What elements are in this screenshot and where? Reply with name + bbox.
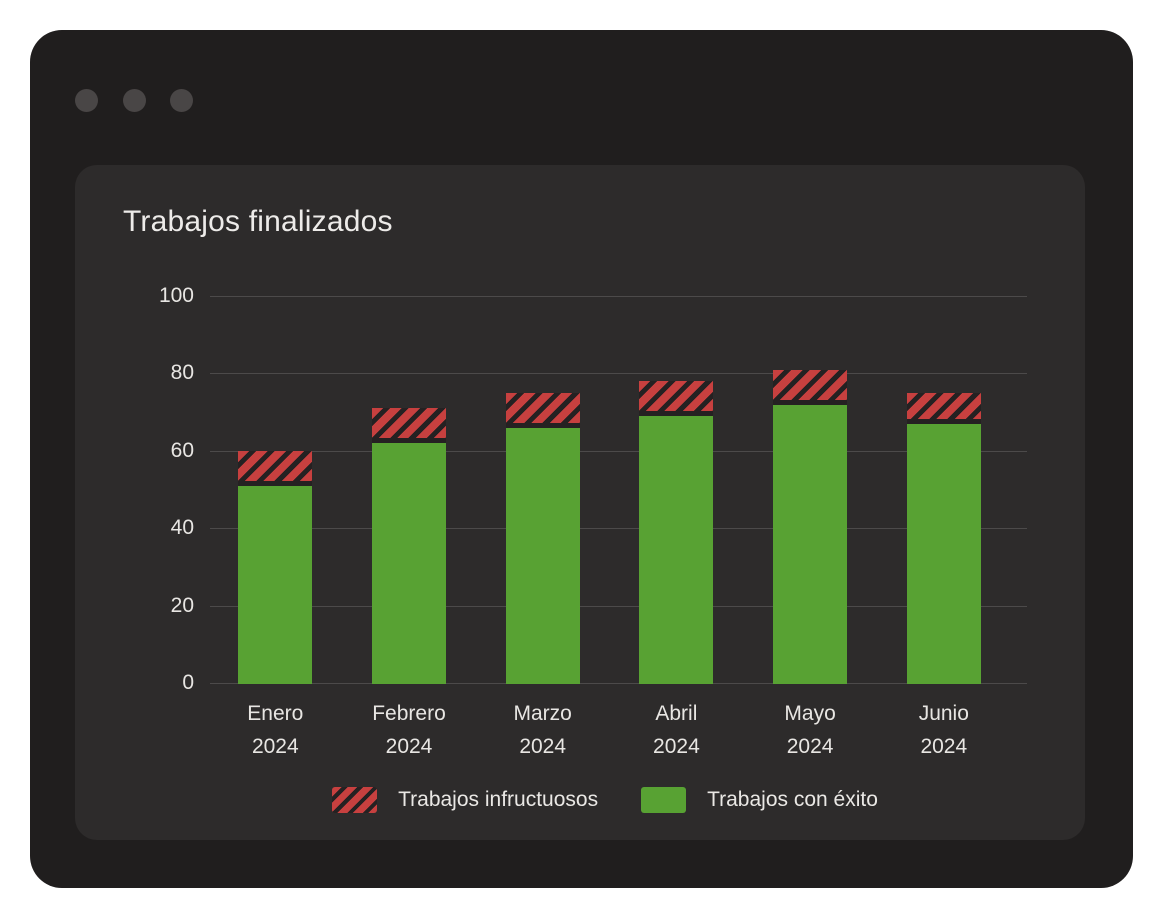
bar-segment-unsuccessful[interactable] xyxy=(505,392,580,428)
chart-title: Trabajos finalizados xyxy=(123,205,393,238)
window-control-dot-icon[interactable] xyxy=(122,89,146,112)
gridline: 60 xyxy=(171,439,1027,462)
legend-label-successful: Trabajos con éxito xyxy=(707,787,878,811)
bar-segment-unsuccessful[interactable] xyxy=(372,408,446,444)
bar-segment-unsuccessful[interactable] xyxy=(906,392,981,424)
plot-area: 0 20 40 60 80 100 Enero 2024 Febrero 2024 Marzo 202… xyxy=(159,284,1027,758)
bar-segment-unsuccessful[interactable] xyxy=(639,381,714,417)
legend: Trabajos infructuosos Trabajos con éxito xyxy=(125,786,1085,813)
x-axis-label: Enero 2024 xyxy=(208,697,342,763)
bar-febrero-2024 xyxy=(372,408,446,684)
y-axis-tick-label: 0 xyxy=(182,671,194,694)
legend-label-unsuccessful: Trabajos infructuosos xyxy=(398,787,599,811)
x-axis-label-month: Abril xyxy=(655,702,698,725)
bar-segment-successful[interactable] xyxy=(639,416,714,684)
gridline: 80 xyxy=(171,361,1027,384)
legend-swatch-successful-icon xyxy=(641,786,687,813)
window-control-dot-icon[interactable] xyxy=(170,89,193,112)
x-axis-label-month: Junio xyxy=(918,702,969,725)
bar-abril-2024 xyxy=(639,381,714,684)
window-titlebar xyxy=(75,89,193,112)
gridline: 100 xyxy=(159,284,1027,307)
legend-item-unsuccessful[interactable]: Trabajos infructuosos xyxy=(332,786,599,813)
chart-card: Trabajos finalizados 0 20 40 60 80 100 Enero 20… xyxy=(75,165,1085,840)
gridline: 20 xyxy=(171,594,1027,617)
bar-enero-2024 xyxy=(238,451,313,684)
x-axis-label-year: 2024 xyxy=(786,735,834,758)
x-axis-label: Abril 2024 xyxy=(609,697,743,763)
app-window: Trabajos finalizados 0 20 40 60 80 100 Enero 20… xyxy=(30,30,1133,888)
bar-segment-unsuccessful[interactable] xyxy=(238,451,313,486)
gridline: 0 xyxy=(182,671,1027,694)
bar-junio-2024 xyxy=(906,392,981,684)
x-axis-label-year: 2024 xyxy=(653,735,700,758)
bar-segment-unsuccessful[interactable] xyxy=(773,369,848,405)
x-axis-label-month: Marzo xyxy=(513,702,572,725)
window-control-dot-icon[interactable] xyxy=(75,89,98,112)
bar-segment-successful[interactable] xyxy=(505,427,580,684)
gridline: 40 xyxy=(171,516,1027,539)
bar-mayo-2024 xyxy=(773,369,848,684)
x-axis-label-month: Febrero xyxy=(372,702,446,725)
y-axis-tick-label: 40 xyxy=(170,516,194,539)
x-axis-label-year: 2024 xyxy=(920,735,968,758)
bar-segment-successful[interactable] xyxy=(906,423,981,684)
y-axis-tick-label: 100 xyxy=(158,283,194,307)
x-axis-label-year: 2024 xyxy=(385,735,433,758)
x-axis-label-year: 2024 xyxy=(519,735,567,758)
x-axis-label-month: Enero xyxy=(247,702,304,725)
y-axis-tick-label: 80 xyxy=(170,361,194,384)
bar-segment-successful[interactable] xyxy=(372,443,446,684)
bar-marzo-2024 xyxy=(505,392,580,684)
y-axis-tick-label: 60 xyxy=(170,438,194,462)
x-axis-label-year: 2024 xyxy=(251,735,299,758)
x-axis-label: Marzo 2024 xyxy=(476,697,610,763)
legend-item-successful[interactable]: Trabajos con éxito xyxy=(641,786,878,813)
bar-segment-successful[interactable] xyxy=(773,404,848,684)
x-axis-label-month: Mayo xyxy=(784,702,836,725)
x-axis-label: Febrero 2024 xyxy=(342,697,476,763)
x-axis-label: Mayo 2024 xyxy=(743,697,877,763)
x-axis-label: Junio 2024 xyxy=(877,697,1011,763)
legend-swatch-unsuccessful-icon xyxy=(332,786,378,813)
y-axis-tick-label: 20 xyxy=(170,593,194,617)
bar-segment-successful[interactable] xyxy=(238,485,313,684)
